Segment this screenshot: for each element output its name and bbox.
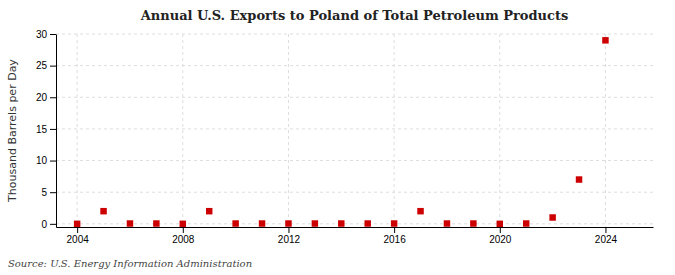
- point: [364, 220, 370, 226]
- tick: 0: [41, 219, 56, 230]
- points: [74, 37, 609, 227]
- chart-container: 2004 2008 2012 2016 2020 2024 0 5 10 15 20 25 30 Annu…: [0, 0, 675, 275]
- point: [549, 214, 555, 220]
- tick-label: 25: [36, 60, 48, 71]
- point: [576, 176, 582, 182]
- axis-line: [57, 227, 654, 228]
- tick-label: 10: [36, 155, 48, 166]
- tick-mark: [605, 227, 606, 233]
- tick: 10: [36, 155, 56, 166]
- tick-mark: [50, 161, 56, 162]
- tick-mark: [50, 224, 56, 225]
- tick: 2020: [489, 227, 512, 245]
- grid-line-y: [56, 223, 653, 224]
- point: [417, 208, 423, 214]
- tick-mark: [50, 97, 56, 98]
- point: [285, 220, 291, 226]
- point: [206, 208, 212, 214]
- chart-svg: 2004 2008 2012 2016 2020 2024 0 5 10 15 20 25 30 Annu…: [0, 0, 675, 275]
- tick-label: 2004: [67, 234, 90, 245]
- point: [444, 220, 450, 226]
- x-axis: 2004 2008 2012 2016 2020 2024: [57, 227, 654, 245]
- grid-line-x: [288, 34, 289, 227]
- tick-label: 5: [41, 187, 47, 198]
- grid-line-y: [56, 192, 653, 193]
- tick-mark: [500, 227, 501, 233]
- tick-mark: [50, 34, 56, 35]
- point: [153, 220, 159, 226]
- tick: 30: [36, 29, 56, 40]
- tick-mark: [394, 227, 395, 233]
- grid: [56, 34, 653, 227]
- tick-label: 2020: [489, 234, 512, 245]
- point: [74, 221, 80, 227]
- grid-line-y: [56, 34, 653, 35]
- point: [232, 220, 238, 226]
- y-axis: 0 5 10 15 20 25 30: [36, 29, 57, 230]
- axis-line: [56, 35, 57, 228]
- point: [100, 208, 106, 214]
- tick: 20: [36, 92, 56, 103]
- point: [312, 220, 318, 226]
- annotation: Source: U.S. Energy Information Administ…: [8, 258, 252, 269]
- plot-area: 2004 2008 2012 2016 2020 2024 0 5 10 15 20 25 30: [36, 29, 654, 245]
- title: Annual U.S. Exports to Poland of Total P…: [140, 8, 569, 23]
- grid-line-x: [499, 34, 500, 227]
- point: [391, 220, 397, 226]
- tick-label: 20: [36, 92, 48, 103]
- tick: 2024: [595, 227, 618, 245]
- point: [523, 220, 529, 226]
- grid-line-y: [56, 160, 653, 161]
- tick: 25: [36, 60, 56, 71]
- grid-line-x: [605, 34, 606, 227]
- tick: 2016: [383, 227, 406, 245]
- point: [127, 220, 133, 226]
- grid-line-x: [77, 34, 78, 227]
- tick-label: 2008: [172, 234, 195, 245]
- grid-line-x: [182, 34, 183, 227]
- tick-label: 2024: [595, 234, 618, 245]
- point: [338, 220, 344, 226]
- grid-line-x: [394, 34, 395, 227]
- tick-mark: [50, 129, 56, 130]
- point: [180, 221, 186, 227]
- tick: 15: [36, 124, 56, 135]
- tick-mark: [50, 66, 56, 67]
- tick-label: 2016: [383, 234, 406, 245]
- tick-mark: [50, 192, 56, 193]
- point: [470, 220, 476, 226]
- tick: 2008: [172, 227, 195, 245]
- tick: 2012: [278, 227, 301, 245]
- point: [602, 37, 608, 43]
- tick-mark: [77, 227, 78, 233]
- point: [259, 220, 265, 226]
- grid-line-y: [56, 65, 653, 66]
- tick-mark: [288, 227, 289, 233]
- tick: 2004: [67, 227, 90, 245]
- grid-line-y: [56, 97, 653, 98]
- grid-line-y: [56, 128, 653, 129]
- tick-label: 2012: [278, 234, 301, 245]
- tick: 5: [41, 187, 56, 198]
- tick-label: 0: [41, 219, 47, 230]
- tick-mark: [183, 227, 184, 233]
- tick-label: 30: [36, 29, 48, 40]
- tick-label: 15: [36, 124, 48, 135]
- point: [497, 221, 503, 227]
- y-axis-label: Thousand Barrels per Day: [6, 59, 19, 203]
